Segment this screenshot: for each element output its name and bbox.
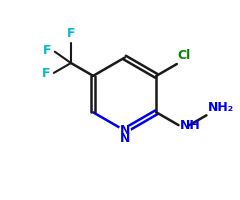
Text: F: F bbox=[67, 27, 75, 40]
Text: N: N bbox=[120, 132, 130, 145]
Circle shape bbox=[119, 125, 130, 136]
Text: N: N bbox=[120, 124, 130, 137]
Text: NH: NH bbox=[180, 119, 200, 132]
Text: F: F bbox=[43, 44, 51, 57]
Text: Cl: Cl bbox=[178, 49, 191, 62]
Text: NH₂: NH₂ bbox=[207, 101, 234, 114]
Text: F: F bbox=[42, 67, 50, 80]
